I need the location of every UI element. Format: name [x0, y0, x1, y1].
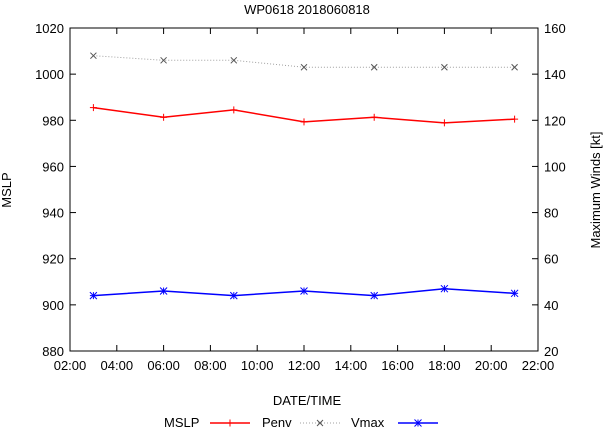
- y2-tick-label: 80: [544, 206, 558, 221]
- y2-tick-label: 100: [544, 159, 566, 174]
- data-point: [230, 106, 238, 114]
- data-point: [160, 113, 168, 121]
- data-point-marker-d2: [370, 63, 378, 71]
- y2-tick-label: 120: [544, 113, 566, 128]
- x-tick-label: 02:00: [54, 358, 87, 373]
- data-point: [370, 113, 378, 121]
- data-point-marker-d2: [300, 63, 308, 71]
- legend-label: Penv: [262, 415, 292, 430]
- x-tick-label: 06:00: [147, 358, 180, 373]
- data-point: [440, 119, 448, 127]
- data-point-marker-d2: [511, 63, 518, 71]
- data-point: [300, 63, 308, 71]
- series-layer: [89, 52, 519, 300]
- series-penv: [89, 104, 519, 127]
- data-point: [160, 56, 167, 64]
- y-tick-label: 920: [42, 252, 64, 267]
- y2-tick-label: 160: [544, 21, 566, 36]
- data-point: [511, 63, 518, 71]
- x-axis-title: DATE/TIME: [273, 393, 342, 408]
- data-point: [300, 287, 308, 295]
- legend-label: MSLP: [164, 415, 199, 430]
- legend: MSLP Penv Vmax: [164, 415, 438, 430]
- y2-axis-title: Maximum Winds [kt]: [588, 131, 603, 248]
- y-tick-label: 980: [42, 113, 64, 128]
- data-point: [159, 287, 168, 295]
- y-tick-label: 1000: [35, 67, 64, 82]
- data-point-marker-d2: [90, 52, 97, 60]
- x-tick-label: 22:00: [522, 358, 555, 373]
- data-point-marker-d2: [300, 287, 308, 295]
- x-tick-label: 10:00: [241, 358, 274, 373]
- x-tick-label: 12:00: [288, 358, 321, 373]
- data-point: [229, 291, 238, 300]
- data-point: [230, 56, 238, 64]
- data-point-marker-d2: [510, 289, 519, 298]
- y-tick-label: 880: [42, 344, 64, 359]
- y2-tick-label: 20: [544, 344, 558, 359]
- legend-label: Vmax: [351, 415, 385, 430]
- data-point-marker-d2: [230, 56, 238, 64]
- data-point: [441, 63, 448, 71]
- x-tick-label: 08:00: [194, 358, 227, 373]
- data-point-marker-d2: [229, 291, 238, 300]
- chart-title: WP0618 2018060818: [244, 2, 370, 17]
- y2-axis-ticks: 20 40 60 80 100 120 140 160: [532, 21, 566, 359]
- data-point: [370, 291, 379, 300]
- data-point: [511, 115, 519, 123]
- plot-frame: [69, 27, 539, 352]
- x-tick-label: 16:00: [381, 358, 414, 373]
- data-point-marker-d2: [159, 287, 168, 295]
- data-point-marker-d2: [160, 56, 167, 64]
- x-axis-ticks: 02:00 04:00 06:00 08:00 10:00 12:00 14:00 16:00…: [54, 28, 555, 373]
- legend-marker-d2: [414, 419, 422, 427]
- data-point-marker-d2: [89, 291, 98, 300]
- data-point: [440, 284, 449, 293]
- series-mslp: [89, 284, 519, 300]
- y2-tick-label: 140: [544, 67, 566, 82]
- series-vmax: [90, 52, 518, 71]
- data-point-marker-d2: [441, 63, 448, 71]
- data-point: [510, 289, 519, 298]
- y2-tick-label: 40: [544, 298, 558, 313]
- x-tick-label: 18:00: [428, 358, 461, 373]
- data-point: [370, 63, 378, 71]
- data-point: [89, 291, 98, 300]
- series-line: [93, 55, 515, 68]
- data-point-marker-d2: [440, 284, 449, 293]
- data-point-marker-d2: [370, 291, 379, 300]
- data-point: [300, 118, 308, 126]
- y-axis-ticks: 880 900 920 940 960 980 1000 1020: [35, 21, 76, 359]
- data-point: [89, 104, 97, 112]
- data-point: [90, 52, 97, 60]
- y-tick-label: 960: [42, 159, 64, 174]
- x-tick-label: 04:00: [101, 358, 134, 373]
- y-tick-label: 900: [42, 298, 64, 313]
- x-tick-label: 14:00: [335, 358, 368, 373]
- y-tick-label: 1020: [35, 21, 64, 36]
- legend-marker-d2: [316, 419, 324, 427]
- x-tick-label: 20:00: [475, 358, 508, 373]
- y-tick-label: 940: [42, 206, 64, 221]
- y2-tick-label: 60: [544, 252, 558, 267]
- y-axis-title: MSLP: [0, 172, 14, 207]
